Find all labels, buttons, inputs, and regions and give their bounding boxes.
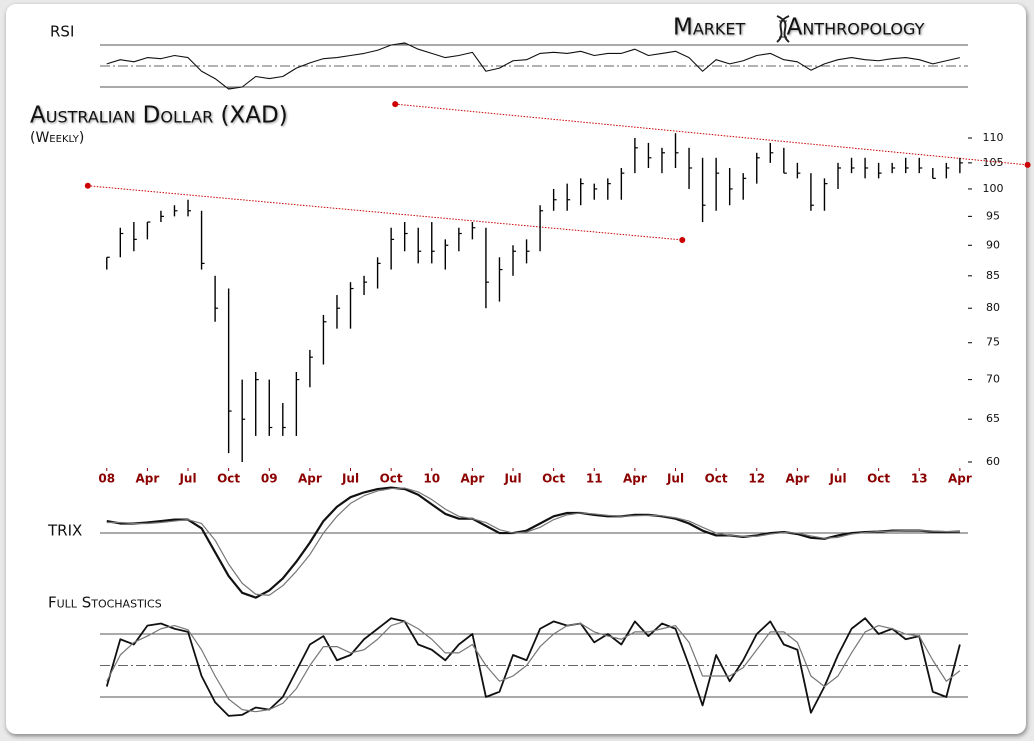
x-tick-label: 11 [586,472,603,486]
y-tick-label: 95 [986,209,1000,222]
y-tick-label: 70 [986,373,1000,386]
x-tick-label: 12 [748,472,765,486]
y-tick-label: 100 [983,182,1004,195]
x-tick-label: Apr [948,472,972,486]
x-tick-label: Oct [380,472,403,486]
y-tick-label: 110 [983,131,1004,144]
y-tick-label: 65 [986,412,1000,425]
brand-icon [776,15,790,43]
x-tick-label: 09 [261,472,278,486]
x-tick-label: Oct [542,472,565,486]
x-tick-label: Oct [867,472,890,486]
indicator-line [105,617,961,717]
x-tick-label: Apr [460,472,484,486]
trendline-end [679,236,686,243]
trendline [87,185,683,241]
panel-title: Full Stochastics [48,594,162,612]
x-tick-label: Jul [178,472,196,486]
x-tick-label: Jul [503,472,521,486]
x-tick-label: Jul [341,472,359,486]
brand: Market Anthropology [673,15,925,41]
panel-title: TRIX [47,522,82,540]
indicator-line [106,486,960,599]
trendline-end [84,182,91,189]
chart-title: Australian Dollar (XAD) [30,103,288,129]
chart-subtitle: (Weekly) [30,130,84,146]
y-tick-label: 60 [986,455,1000,468]
x-tick-label: Oct [217,472,240,486]
x-tick-label: 10 [423,472,440,486]
x-tick-label: 13 [911,472,928,486]
y-tick-label: 105 [983,156,1004,169]
indicator-line [106,487,960,596]
y-tick-label: 85 [986,269,1000,282]
trendline-end [392,101,399,108]
x-tick-label: Oct [705,472,728,486]
x-tick-label: Apr [298,472,322,486]
indicator-line [106,620,961,713]
x-tick-label: 08 [98,472,115,486]
trendline-end [1024,161,1031,168]
indicator-line [106,42,960,90]
x-tick-label: Jul [828,472,846,486]
frame [6,4,1026,734]
x-tick-label: Apr [785,472,809,486]
x-tick-label: Apr [623,472,647,486]
panel-title: RSI [50,23,74,41]
y-tick-label: 80 [986,301,1000,314]
trendline [395,103,1028,166]
y-tick-label: 75 [986,336,1000,349]
y-tick-label: 90 [986,238,1000,251]
x-tick-label: Jul [666,472,684,486]
x-tick-label: Apr [135,472,159,486]
